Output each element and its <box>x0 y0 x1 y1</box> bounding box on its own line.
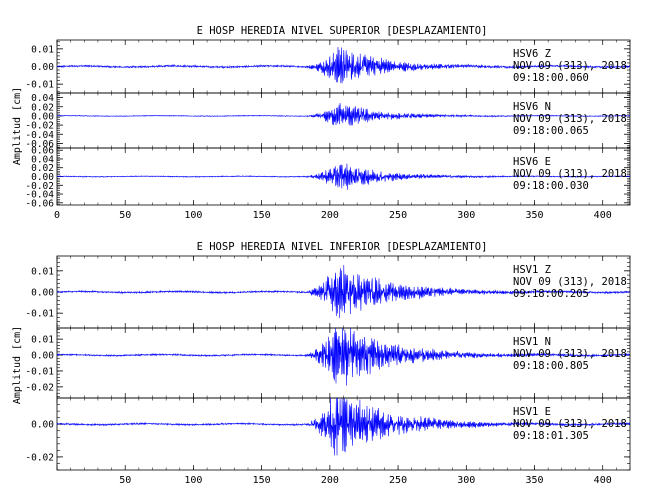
waveform-trace <box>56 163 631 190</box>
x-tick-label: 300 <box>457 210 475 221</box>
y-tick-label: -0.06 <box>25 198 54 209</box>
time-label: 09:18:00.030 <box>513 180 589 192</box>
y-tick-label: 0.00 <box>31 351 54 362</box>
y-tick-label: 0.02 <box>31 102 54 113</box>
y-tick-label: -0.02 <box>25 382 54 393</box>
y-tick-label: 0.01 <box>31 335 54 346</box>
time-label: 09:18:00.805 <box>513 360 589 372</box>
x-tick-label: 50 <box>119 475 131 486</box>
y-tick-label: 0.00 <box>31 288 54 299</box>
y-tick-label: -0.02 <box>25 181 54 192</box>
time-label: 09:18:00.205 <box>513 288 589 300</box>
y-tick-label: 0.00 <box>31 62 54 73</box>
y-tick-label: 0.04 <box>31 154 54 165</box>
x-tick-label: 250 <box>389 210 407 221</box>
y-tick-label: -0.04 <box>25 130 54 141</box>
station-label: HSV1 E <box>513 406 551 418</box>
y-axis-label-inferior: Amplitud [cm] <box>12 326 23 404</box>
y-tick-label: 0.00 <box>31 172 54 183</box>
x-tick-label: 350 <box>525 475 543 486</box>
x-tick-label: 100 <box>184 210 202 221</box>
x-tick-label: 150 <box>253 210 271 221</box>
x-tick-label: 350 <box>525 210 543 221</box>
waveform-trace <box>56 102 631 126</box>
waveform-trace <box>56 397 631 456</box>
x-tick-label: 50 <box>119 210 131 221</box>
chart-title-inferior: E HOSP HEREDIA NIVEL INFERIOR [DESPLAZAM… <box>197 241 488 253</box>
y-tick-label: -0.02 <box>25 121 54 132</box>
waveform-trace <box>57 327 631 386</box>
y-tick-label: 0.02 <box>31 163 54 174</box>
y-tick-label: 0.00 <box>31 420 54 431</box>
time-label: 09:18:00.065 <box>513 125 589 137</box>
y-tick-label: -0.04 <box>25 190 54 201</box>
station-label: HSV6 Z <box>513 48 551 60</box>
x-tick-label: 300 <box>457 475 475 486</box>
y-tick-label: -0.01 <box>25 366 54 377</box>
y-tick-label: 0.01 <box>31 44 54 55</box>
y-tick-label: -0.06 <box>25 139 54 150</box>
x-tick-label: 100 <box>184 475 202 486</box>
y-tick-label: -0.02 <box>25 452 54 463</box>
y-tick-label: -0.01 <box>25 80 54 91</box>
x-tick-label: 200 <box>321 210 339 221</box>
time-label: 09:18:01.305 <box>513 430 589 442</box>
station-label: HSV6 N <box>513 101 551 113</box>
chart-title-superior: E HOSP HEREDIA NIVEL SUPERIOR [DESPLAZAM… <box>197 25 488 37</box>
y-tick-label: 0.04 <box>31 93 54 104</box>
x-tick-label: 250 <box>389 475 407 486</box>
y-tick-label: 0.01 <box>31 266 54 277</box>
y-tick-label: 0.00 <box>31 111 54 122</box>
y-tick-label: 0.06 <box>31 146 54 157</box>
station-label: HSV1 Z <box>513 264 551 276</box>
date-label: NOV 09 (313), 2018 <box>513 276 627 288</box>
date-label: NOV 09 (313), 2018 <box>513 60 627 72</box>
date-label: NOV 09 (313), 2018 <box>513 168 627 180</box>
station-label: HSV1 N <box>513 336 551 348</box>
waveform-trace <box>56 46 631 84</box>
x-tick-label: 0 <box>54 210 60 221</box>
date-label: NOV 09 (313), 2018 <box>513 113 627 125</box>
y-tick-label: -0.01 <box>25 309 54 320</box>
x-tick-label: 400 <box>594 475 612 486</box>
x-tick-label: 200 <box>321 475 339 486</box>
waveform-trace <box>56 264 631 319</box>
time-label: 09:18:00.060 <box>513 72 589 84</box>
station-label: HSV6 E <box>513 156 551 168</box>
x-tick-label: 400 <box>594 210 612 221</box>
y-axis-label-superior: Amplitud [cm] <box>12 87 23 165</box>
date-label: NOV 09 (313), 2018 <box>513 418 627 430</box>
x-tick-label: 150 <box>253 475 271 486</box>
date-label: NOV 09 (313), 2018 <box>513 348 627 360</box>
